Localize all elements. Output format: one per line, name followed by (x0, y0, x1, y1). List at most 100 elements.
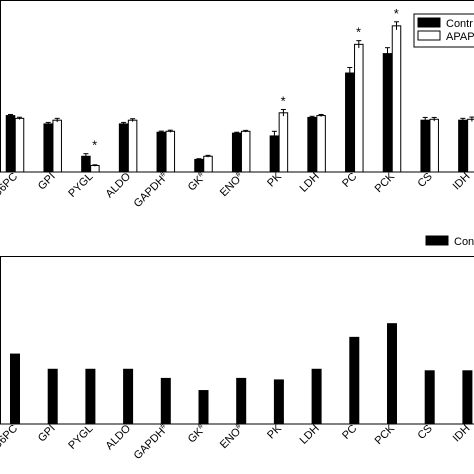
x-tick-label: GAPDH# (130, 169, 171, 210)
x-tick-label: GK# (184, 169, 209, 194)
x-tick-label-text: PK (265, 422, 284, 441)
significance-star: * (281, 93, 286, 108)
bar-contr-pc (345, 72, 355, 173)
bar-contr-g6pc (5, 115, 16, 173)
bar-apap-idh (467, 118, 474, 173)
x-tick-label: ENO# (216, 421, 246, 451)
bar-apap-gpi (52, 119, 62, 173)
bar-apap-cs (429, 118, 439, 173)
bar-cond-idh (462, 370, 473, 425)
bar-apap-pygl (90, 165, 100, 173)
x-tick-label: LDH (298, 423, 322, 447)
bar-apap-eno (240, 130, 251, 173)
bar-contr-cs (420, 119, 430, 173)
bar-contr-gpi (43, 123, 53, 173)
bar-cond-pk (273, 379, 284, 425)
x-tick-label: ALDO (104, 422, 134, 452)
x-tick-label: PC (340, 171, 359, 190)
x-tick-label-text: GAPDH (132, 426, 168, 462)
bar-cond-pc (349, 336, 360, 425)
legend-swatch (417, 17, 441, 28)
x-tick-label-text: PYGL (66, 423, 95, 452)
x-tick-label: GAPDH# (130, 421, 171, 462)
x-tick-label: CS (416, 423, 435, 442)
x-tick-label-text: GPI (36, 423, 58, 445)
x-tick-label-text: IDH (451, 171, 473, 193)
bar-contr-pck (382, 53, 393, 173)
x-tick-label-text: PCK (373, 170, 398, 195)
legend: Cond (425, 235, 474, 248)
bar-cond-ldh (311, 368, 322, 425)
significance-star: * (356, 25, 361, 40)
x-tick-label: IDH (451, 171, 473, 193)
bar-cond-gapdh (160, 377, 171, 425)
bar-apap-gk (203, 155, 213, 173)
bar-cond-gk (198, 390, 209, 425)
legend-swatch (425, 235, 449, 246)
bar-contr-eno (231, 132, 242, 173)
x-tick-label-text: PCK (373, 422, 398, 447)
bar-apap-pk (278, 112, 289, 173)
x-tick-label-text: G6PC (0, 171, 20, 201)
bar-contr-idh (458, 119, 468, 173)
x-tick-label-text: GPI (36, 171, 58, 193)
bar-apap-gapdh (165, 130, 176, 173)
bar-cond-aldo (123, 368, 134, 425)
legend-label: APAP (446, 31, 474, 43)
x-tick-label-text: GAPDH (132, 174, 168, 210)
x-tick-label: GPI (36, 423, 58, 445)
legend-swatch (417, 30, 441, 41)
x-tick-label: PK (265, 170, 284, 189)
x-tick-label-text: PC (340, 171, 359, 190)
significance-star: * (394, 6, 399, 21)
x-tick-label-text: PYGL (66, 171, 95, 200)
x-tick-label-text: PC (340, 423, 359, 442)
x-tick-label: ENO# (216, 169, 246, 199)
x-tick-label-text: CS (416, 423, 435, 442)
significance-star: * (92, 138, 97, 153)
x-tick-label: G6PC (0, 171, 20, 201)
bar-cond-gpi (47, 368, 58, 425)
x-tick-label: PYGL (66, 423, 95, 452)
x-tick-label-text: G6PC (0, 423, 20, 453)
bar-apap-aldo (127, 119, 138, 173)
x-tick-label: PK (265, 422, 284, 441)
x-tick-label-superscript: # (196, 169, 206, 179)
x-tick-label: PYGL (66, 171, 95, 200)
x-tick-label-text: CS (416, 171, 435, 190)
bar-cond-pygl (85, 368, 96, 425)
x-tick-label-text: PK (265, 170, 284, 189)
x-tick-label-superscript: # (233, 421, 243, 431)
bar-apap-pc (354, 43, 364, 173)
x-tick-label-superscript: # (233, 169, 243, 179)
bar-apap-ldh (316, 115, 326, 173)
x-tick-label: GPI (36, 171, 58, 193)
x-tick-label-text: IDH (451, 423, 473, 445)
x-tick-label: CS (416, 171, 435, 190)
legend-label: Contr (446, 18, 473, 30)
x-tick-label: PCK (373, 170, 398, 195)
x-tick-label: ALDO (104, 170, 134, 200)
bar-apap-pck (391, 25, 402, 173)
x-tick-label-text: ALDO (104, 422, 134, 452)
bar-contr-ldh (307, 116, 317, 173)
x-tick-label-superscript: # (196, 421, 206, 431)
x-tick-label-superscript: # (158, 169, 168, 179)
x-tick-label-text: LDH (298, 171, 322, 195)
x-tick-label: IDH (451, 423, 473, 445)
x-tick-label-text: ALDO (104, 170, 134, 200)
bar-contr-gapdh (156, 131, 167, 173)
x-tick-label: PCK (373, 422, 398, 447)
legend-label: Cond (454, 236, 474, 248)
x-tick-label-superscript: # (158, 421, 168, 431)
bar-apap-g6pc (14, 117, 25, 173)
bar-cond-eno (236, 377, 247, 425)
bar-cond-g6pc (10, 353, 20, 425)
x-tick-label-text: LDH (298, 423, 322, 447)
bar-contr-aldo (118, 123, 129, 173)
x-tick-label: PC (340, 423, 359, 442)
